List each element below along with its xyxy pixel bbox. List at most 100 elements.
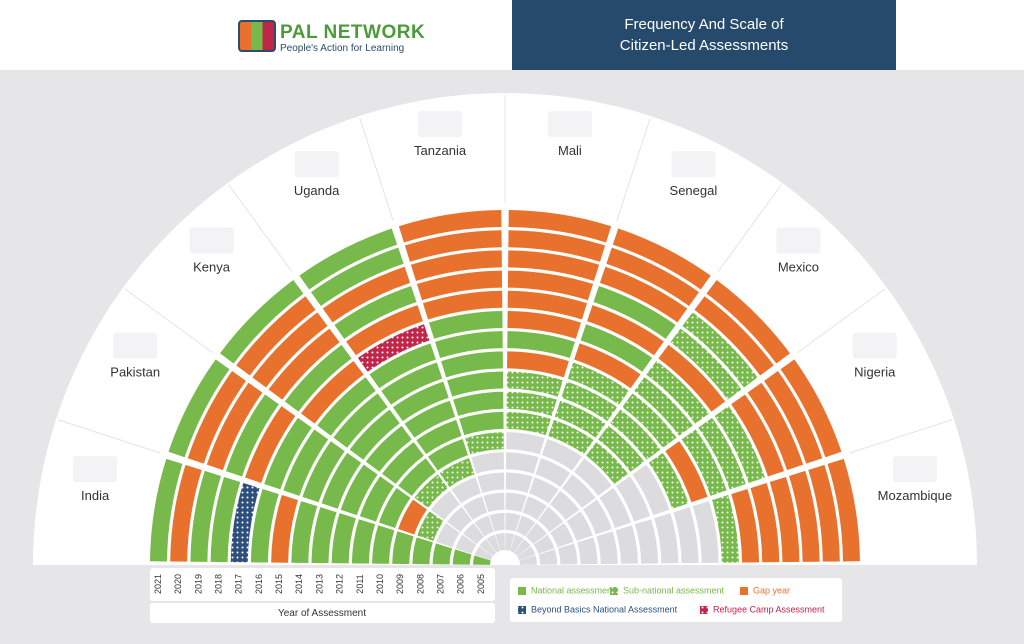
assessment-cell — [508, 210, 612, 243]
assessment-cell — [398, 210, 502, 243]
assessment-cell — [681, 429, 727, 496]
year-label: 2017 — [234, 574, 244, 594]
assessment-cell — [622, 393, 677, 448]
assessment-cell — [561, 381, 618, 422]
assessment-cell — [507, 270, 594, 301]
assessment-cell — [311, 507, 337, 564]
assessment-cell — [219, 279, 304, 364]
logo-text: PAL NETWORK — [280, 22, 426, 43]
country-label: Senegal — [670, 183, 718, 198]
assessment-cell — [412, 537, 433, 565]
country-label: Tanzania — [414, 143, 467, 158]
assessment-cell — [586, 442, 628, 484]
assessment-cell — [670, 328, 742, 400]
assessment-cell — [750, 482, 780, 563]
assessment-cell — [505, 472, 533, 493]
assessment-cell — [714, 406, 765, 483]
assessment-cell — [747, 382, 804, 471]
assessment-cell — [519, 555, 537, 565]
assessment-cell — [550, 523, 574, 548]
legend-swatch — [740, 587, 748, 595]
country-logo — [892, 456, 937, 483]
assessment-cell — [477, 472, 505, 493]
assessment-cell — [264, 417, 312, 490]
assessment-cell — [474, 515, 494, 537]
assessment-cell — [673, 507, 699, 564]
assessment-cell — [706, 279, 791, 364]
assessment-cell — [459, 411, 504, 436]
assessment-cell — [827, 458, 860, 562]
assessment-cell — [321, 452, 362, 509]
assessment-cell — [583, 499, 612, 535]
country-label: Mali — [558, 143, 582, 158]
assessment-cell — [598, 425, 645, 472]
assessment-cell — [574, 343, 641, 389]
assessment-cell — [452, 549, 472, 565]
assessment-cell — [245, 406, 296, 483]
year-label: 2020 — [173, 574, 183, 594]
year-label: 2008 — [415, 574, 425, 594]
assessment-cell — [404, 230, 502, 262]
assessment-cell — [410, 250, 502, 281]
assessment-cell — [562, 474, 596, 508]
assessment-cell — [317, 377, 376, 436]
assessment-cell — [252, 312, 328, 388]
legend-label: National assessment — [531, 585, 615, 595]
logo-tagline: People's Action for Learning — [280, 43, 405, 54]
year-label: 2007 — [436, 574, 446, 594]
assessment-cell — [429, 310, 503, 339]
year-label: 2005 — [476, 574, 486, 594]
year-label: 2011 — [355, 574, 365, 593]
assessment-cell — [236, 296, 316, 376]
assessment-cell — [382, 442, 424, 484]
assessment-cell — [168, 359, 230, 458]
assessment-cell — [372, 525, 395, 564]
assessment-cell — [359, 476, 395, 522]
assessment-cell — [417, 511, 444, 541]
year-label: 2014 — [294, 574, 304, 594]
assessment-cell — [455, 534, 477, 554]
assessment-cell — [517, 546, 536, 561]
country-logo — [113, 332, 158, 359]
assessment-cell — [334, 285, 417, 339]
assessment-cell — [505, 492, 527, 513]
assessment-cell — [731, 489, 760, 563]
country-logo — [671, 151, 716, 178]
assessment-cell — [441, 351, 503, 378]
legend-label: Beyond Basics National Assessment — [531, 604, 678, 614]
assessment-cell — [379, 487, 411, 529]
assessment-cell — [566, 511, 593, 541]
legend-label: Refugee Camp Assessment — [713, 604, 825, 614]
assessment-cell — [596, 531, 618, 564]
assessment-cell — [606, 247, 699, 306]
assessment-cell — [302, 441, 345, 503]
year-label: 2010 — [375, 574, 385, 594]
assessment-cell — [548, 419, 594, 455]
assessment-cell — [422, 290, 503, 320]
country-label: India — [81, 488, 110, 503]
country-label: Mexico — [778, 260, 819, 275]
assessment-cell — [398, 499, 427, 535]
assessment-cell — [615, 525, 638, 564]
year-label: 2015 — [274, 574, 284, 594]
country-logo — [852, 332, 897, 359]
assessment-cell — [506, 391, 557, 416]
assessment-cell — [507, 290, 588, 320]
legend-swatch — [518, 587, 526, 595]
assessment-cell — [187, 371, 246, 464]
assessment-cell — [230, 482, 260, 563]
assessment-cell — [789, 470, 820, 562]
assessment-cell — [525, 523, 547, 545]
assessment-cell — [351, 519, 376, 564]
country-logo — [294, 151, 339, 178]
assessment-cell — [301, 361, 364, 424]
assessment-cell — [522, 496, 547, 520]
assessment-cell — [489, 512, 505, 532]
assessment-cell — [567, 362, 629, 405]
assessment-cell — [599, 487, 631, 529]
assessment-cell — [509, 534, 524, 553]
legend-box — [510, 578, 842, 622]
assessment-cell — [369, 343, 436, 389]
assessment-cell — [381, 362, 443, 405]
title-box: Frequency And Scale of Citizen-Led Asses… — [512, 0, 896, 70]
